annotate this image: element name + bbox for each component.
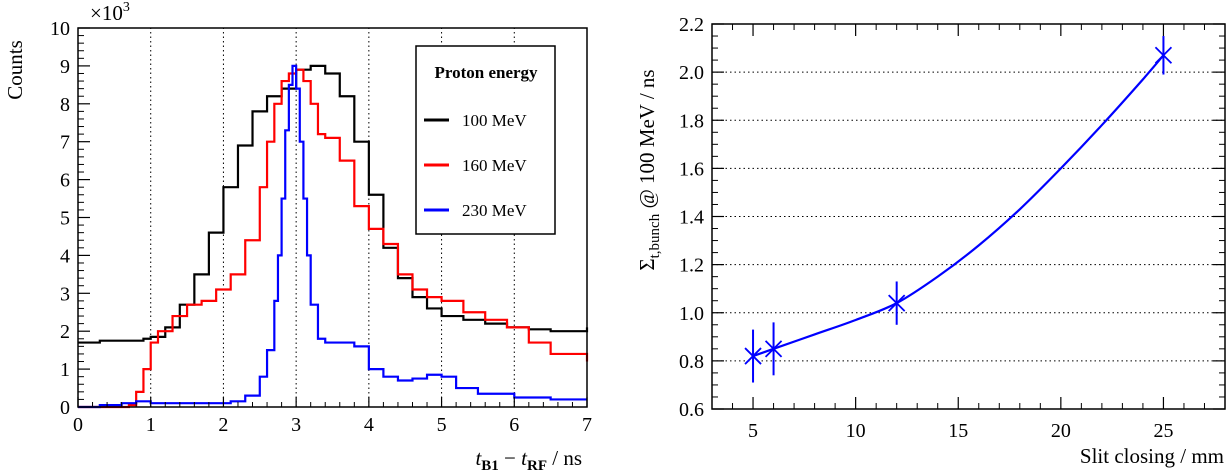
right-y-axis-label: Σt,bunch @ 100 MeV / ns — [635, 69, 663, 270]
left-xtick-label: 4 — [364, 414, 374, 436]
left-ytick-label: 9 — [60, 56, 70, 78]
right-ytick-label: 1.8 — [679, 110, 704, 132]
xlabel-sub2: RF — [527, 458, 547, 472]
right-ytick-label: 2.0 — [679, 62, 704, 84]
point-marker-b — [1154, 46, 1173, 64]
multiplier-base: ×10 — [90, 1, 123, 25]
fit-curve — [752, 54, 1165, 358]
left-ytick-label: 3 — [60, 283, 70, 305]
right-ticks: 0.6 0.8 1.0 1.2 1.4 1.6 1.8 2.0 2.2 5 10 15 20 25 — [679, 14, 1226, 442]
series-160-mev — [78, 68, 589, 409]
point-marker-b — [888, 294, 906, 312]
right-ytick-label: 1.0 — [679, 303, 704, 325]
scatter-panel: 0.6 0.8 1.0 1.2 1.4 1.6 1.8 2.0 2.2 5 10 15 20 25 Σt,… — [635, 14, 1226, 468]
left-xtick-label: 6 — [509, 414, 519, 436]
right-xtick-label: 20 — [1051, 420, 1071, 442]
left-ytick-label: 7 — [60, 132, 70, 154]
left-ytick-label: 4 — [60, 245, 70, 267]
right-xtick-label: 25 — [1153, 420, 1173, 442]
legend-title: Proton energy — [434, 63, 538, 82]
right-ytick-label: 1.6 — [679, 158, 704, 180]
xlabel-t1: t — [475, 446, 482, 470]
right-ytick-label: 1.2 — [679, 255, 704, 277]
right-ytick-label: 0.8 — [679, 351, 704, 373]
right-xtick-label: 10 — [846, 420, 866, 442]
point-marker-b — [744, 347, 762, 365]
left-ytick-label: 10 — [50, 18, 70, 40]
data-point-3 — [888, 281, 906, 325]
left-ytick-label: 1 — [60, 359, 70, 381]
data-point-4 — [1154, 36, 1173, 75]
right-ytick-label: 2.2 — [679, 14, 704, 36]
left-ytick-label: 6 — [60, 170, 70, 192]
left-ytick-label: 0 — [60, 397, 70, 419]
left-multiplier: ×103 — [90, 0, 130, 25]
xlabel-mid: − — [499, 446, 521, 470]
series-230-mev — [78, 64, 587, 409]
ylabel-sub: t,bunch — [647, 213, 663, 258]
right-xtick-label: 15 — [948, 420, 968, 442]
legend-box — [415, 45, 556, 235]
left-y-axis-label: Counts — [3, 40, 27, 100]
right-grid — [712, 71, 1225, 362]
right-ytick-label: 1.4 — [679, 207, 704, 229]
data-point-1 — [744, 329, 762, 383]
left-xtick-label: 3 — [291, 414, 301, 436]
right-xtick-label: 5 — [748, 420, 758, 442]
left-xtick-label: 7 — [582, 414, 592, 436]
xlabel-unit: / ns — [547, 446, 582, 470]
legend-entry-230mev: 230 MeV — [462, 201, 527, 220]
left-ytick-label: 5 — [60, 208, 70, 230]
left-ytick-label: 8 — [60, 94, 70, 116]
left-ticks: 0 1 2 3 4 5 6 7 0 1 2 3 4 5 6 7 8 9 10 — [50, 18, 592, 436]
left-series — [78, 64, 589, 409]
left-xtick-label: 0 — [73, 414, 83, 436]
xlabel-t2: t — [521, 446, 528, 470]
multiplier-exp: 3 — [123, 0, 130, 15]
right-ytick-label: 0.6 — [679, 399, 704, 421]
left-xtick-label: 2 — [218, 414, 228, 436]
ylabel-sigma: Σ — [635, 258, 659, 270]
legend: Proton energy 100 MeV 160 MeV 230 MeV — [415, 45, 556, 235]
point-marker-b — [764, 340, 783, 358]
left-ytick-label: 2 — [60, 321, 70, 343]
series-100-mev — [78, 64, 589, 344]
xlabel-sub1: B1 — [481, 458, 499, 472]
ylabel-rest: @ 100 MeV / ns — [635, 69, 659, 213]
data-point-2 — [764, 322, 783, 376]
right-x-axis-label: Slit closing / mm — [1080, 444, 1224, 468]
left-x-axis-label: tB1 − tRF / ns — [475, 446, 582, 472]
left-xtick-label: 1 — [146, 414, 156, 436]
left-xtick-label: 5 — [437, 414, 447, 436]
legend-entry-100mev: 100 MeV — [462, 111, 527, 130]
right-series — [744, 36, 1173, 383]
legend-entry-160mev: 160 MeV — [462, 156, 527, 175]
